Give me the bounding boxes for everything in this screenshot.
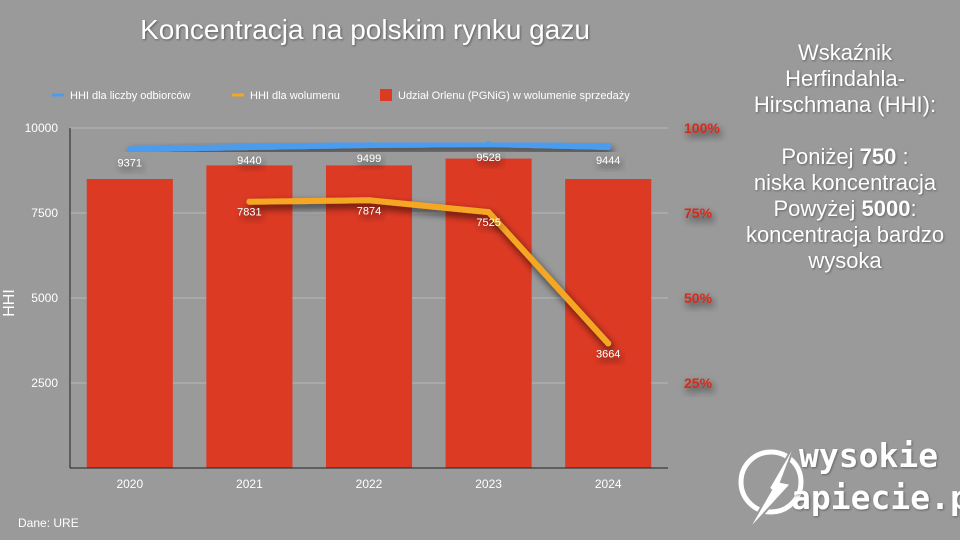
legend: HHI dla liczby odbiorców HHI dla wolumenu… [52,89,630,102]
y2-tick-label: 100% [684,120,720,136]
series-2: 7831 7874 7525 3664 [237,197,620,360]
data-label: 7831 [237,207,261,219]
data-label: 9528 [476,152,500,164]
side-line-3: Hirschmana (HHI): [753,92,937,117]
logo[interactable]: wysokie apiecie.pl [735,432,960,532]
y2-tick-label: 50% [684,290,713,306]
bar [565,179,652,468]
above-value: 5000 [861,196,911,221]
y-tick-label: 5000 [31,291,58,305]
x-tick-label: 2024 [595,477,622,491]
legend-label: HHI dla liczby odbiorców [70,90,190,102]
data-point [605,340,612,347]
data-label: 7525 [476,217,500,229]
data-point [366,197,372,204]
series-line [246,197,612,347]
bar [445,158,532,468]
logo-word-2: apiecie.pl [791,478,960,517]
below-prefix: Poniżej [781,144,860,169]
legend-item: HHI dla wolumenu [232,90,340,102]
bar [86,179,173,468]
below-value: 750 [859,144,897,169]
x-tick-label: 2020 [116,477,143,491]
data-point [246,144,253,151]
below-threshold: Poniżej 750 : [730,144,960,170]
legend-swatch [380,89,392,101]
above-suffix: : [910,196,917,221]
above-desc-2: wysoka [808,248,882,273]
side-line-2: Herfindahla- [785,66,905,91]
plot-area: 9371 9440 9499 9528 9444 7831 7874 7525 3664 [70,127,668,468]
y2-tick-label: 75% [684,205,713,221]
legend-label: HHI dla wolumenu [250,90,340,102]
chart: HHI dla liczby odbiorców HHI dla wolumenu… [1,89,720,491]
data-label: 9440 [237,155,261,167]
below-suffix: : [896,144,909,169]
lightning-logo-icon [738,439,804,532]
y-tick-label: 7500 [31,206,58,220]
data-point [605,143,612,150]
data-source: Dane: URE [18,516,79,530]
axes: 10000 7500 5000 2500 100% 75% 50% 25% HHI 2020 202… [1,120,720,491]
logo-word-1: wysokie [799,436,939,475]
legend-item: Udział Orlenu (PGNiG) w wolumenie sprzed… [380,89,630,102]
x-tick-label: 2023 [475,477,502,491]
below-desc: niska koncentracja [753,170,937,195]
above-prefix: Powyżej [773,196,862,221]
above-threshold: Powyżej 5000: [730,196,960,222]
chart-title: Koncentracja na polskim rynku gazu [140,14,590,45]
data-point [246,198,253,205]
data-point [366,142,372,149]
data-label: 7874 [357,205,381,217]
y-axis-title: HHI [1,289,18,317]
x-tick-label: 2021 [236,477,263,491]
series-1: 9371 9440 9499 9528 9444 [118,141,620,169]
x-tick-label: 2022 [356,477,383,491]
data-point [485,141,492,148]
data-label: 9444 [596,155,620,167]
legend-item: HHI dla liczby odbiorców [52,90,190,102]
side-line-1: Wskaźnik [797,40,893,65]
bar [206,165,293,468]
data-label: 9499 [357,153,381,165]
data-point [126,146,133,153]
data-label: 3664 [596,348,620,360]
data-point [485,209,492,216]
bar [325,165,413,468]
hhi-explanation: Wskaźnik Herfindahla- Hirschmana (HHI): … [730,40,960,274]
y2-tick-label: 25% [684,375,713,391]
data-label: 9371 [118,157,142,169]
legend-label: Udział Orlenu (PGNiG) w wolumenie sprzed… [398,90,630,102]
y-tick-label: 10000 [25,121,59,135]
y-tick-label: 2500 [31,376,58,390]
above-desc-1: koncentracja bardzo [745,222,945,247]
